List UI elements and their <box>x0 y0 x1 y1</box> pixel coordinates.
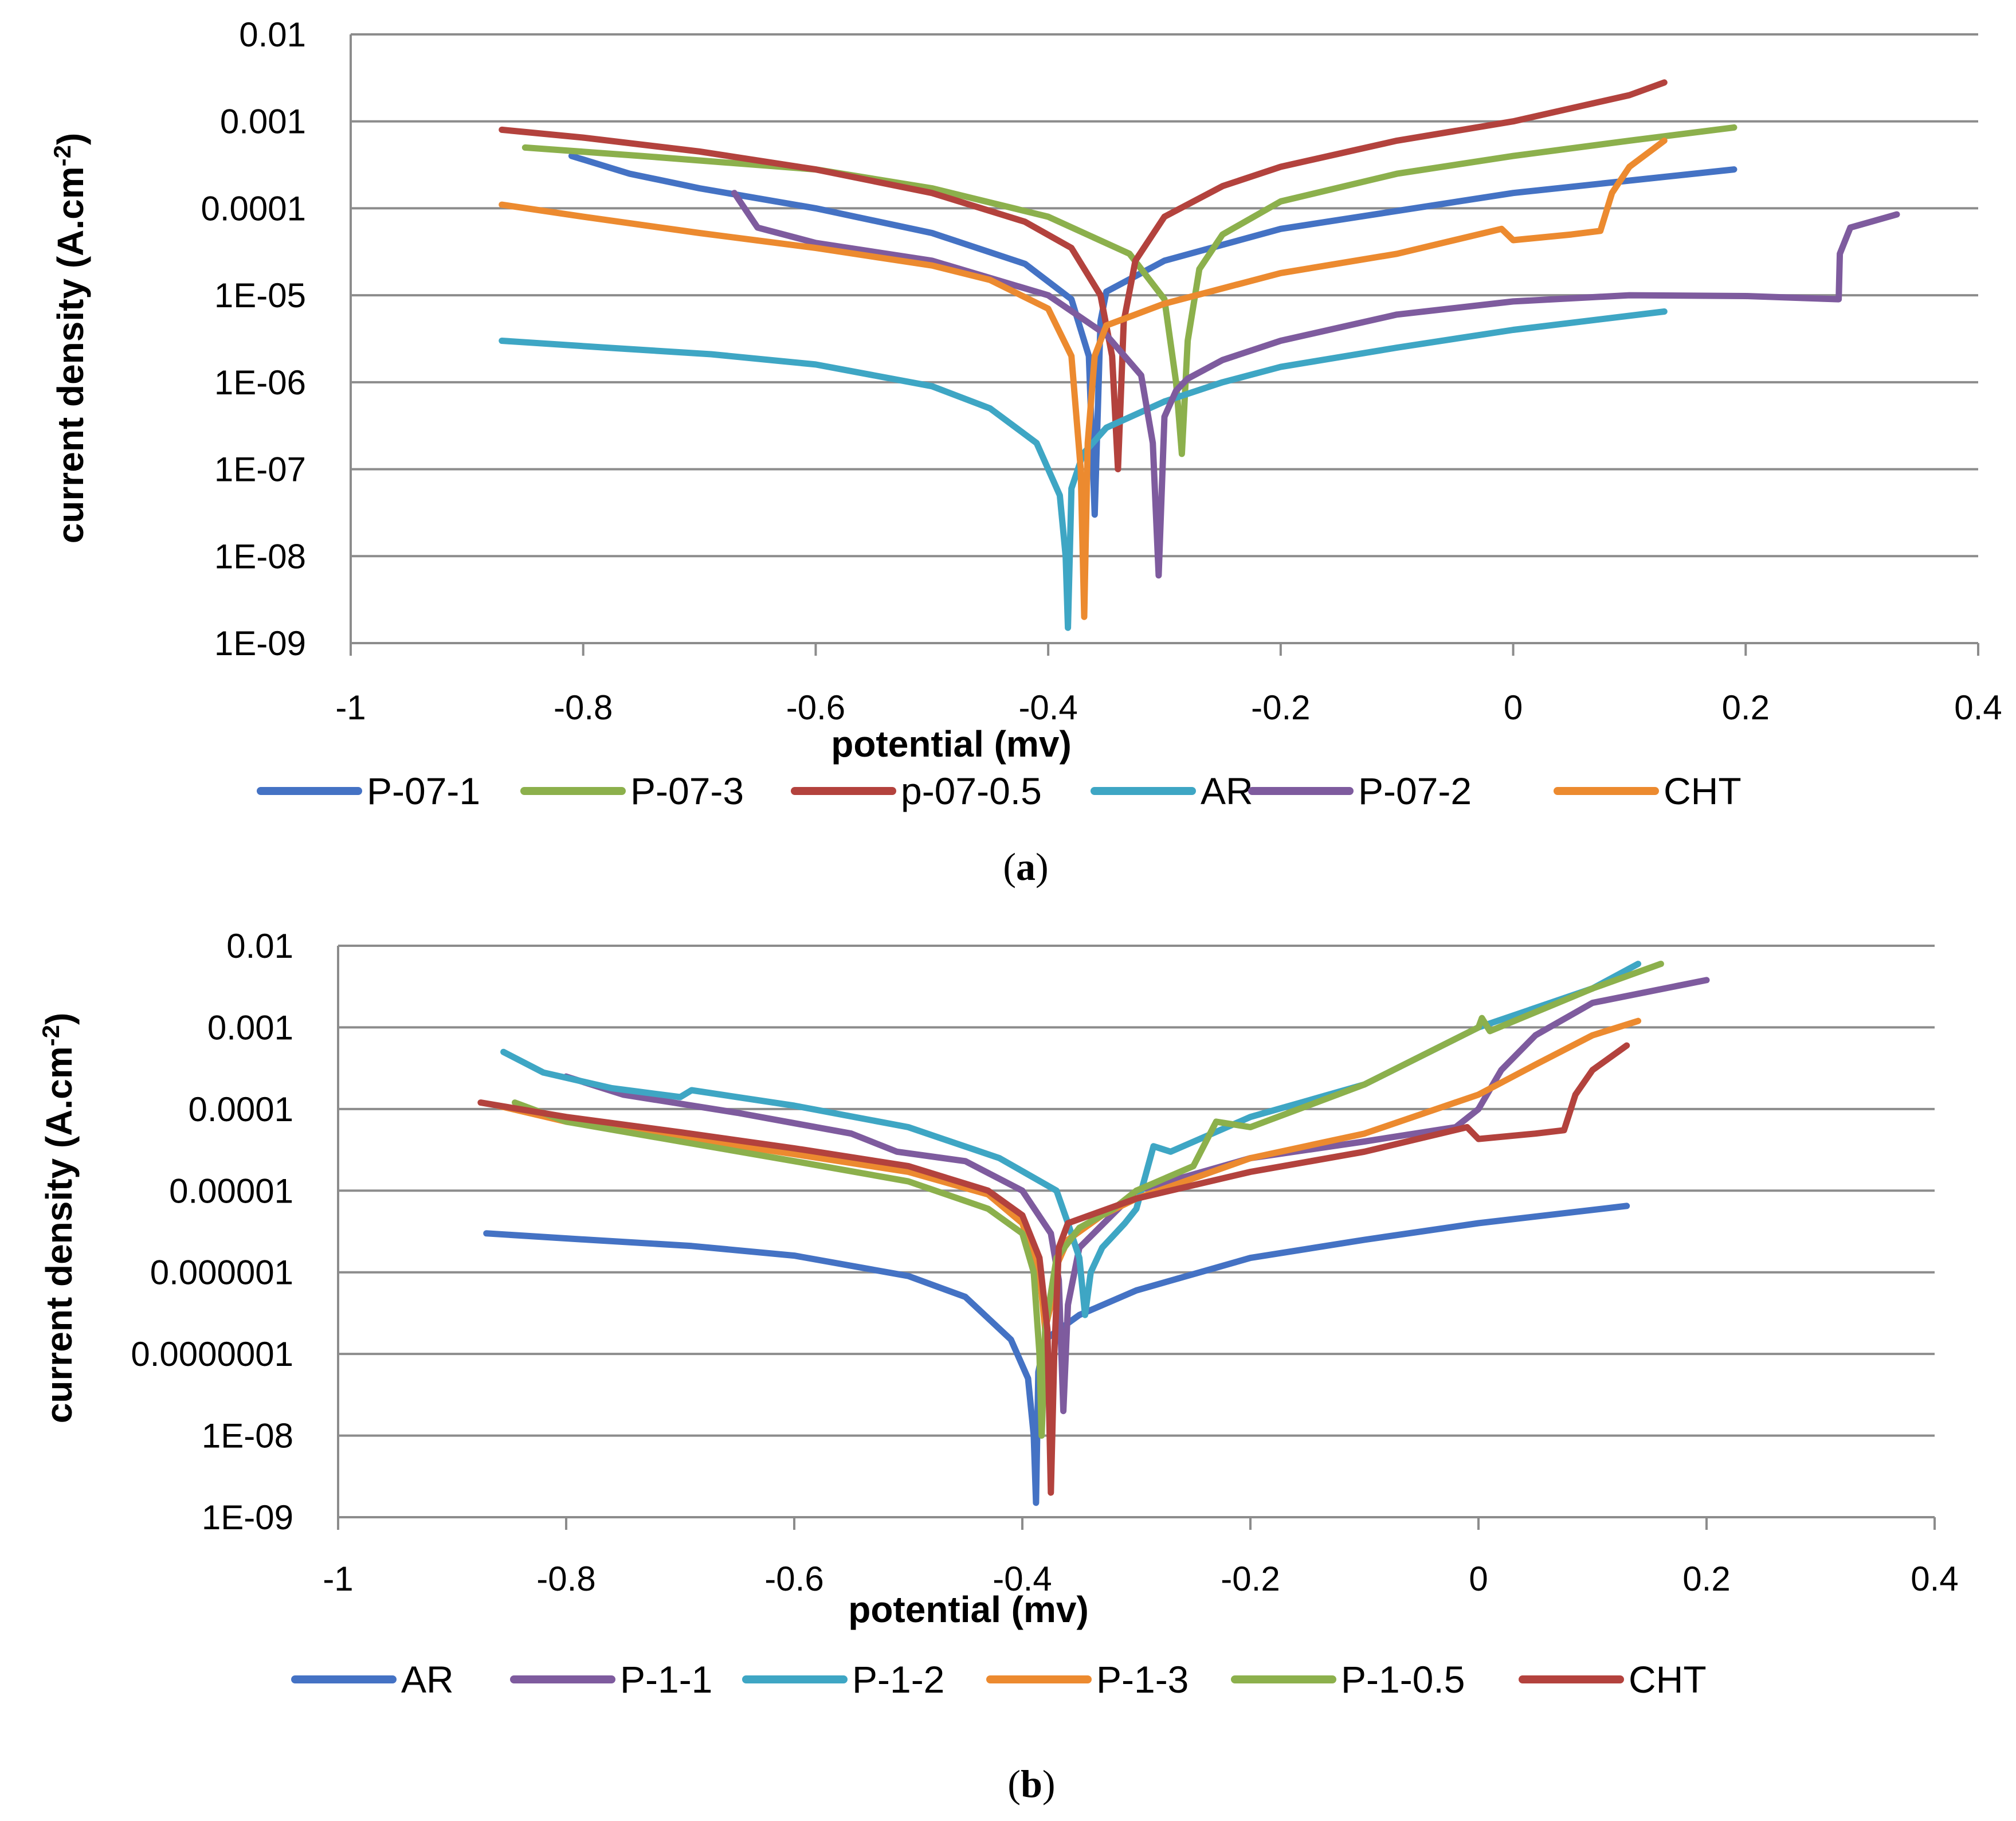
x-tick-label: 0.4 <box>1911 1560 1958 1598</box>
x-tick-label: 0.2 <box>1722 688 1770 727</box>
legend-item-p-1-0.5: P-1-0.5 <box>1231 1658 1465 1701</box>
series-line-p-07-0.5 <box>499 79 1668 473</box>
y-tick-label: 0.01 <box>239 15 306 54</box>
x-tick-label: -0.6 <box>764 1560 823 1598</box>
series-line-cht <box>499 137 1668 620</box>
y-tick-label: 0.0001 <box>188 1090 293 1129</box>
legend-label: P-1-2 <box>852 1658 944 1701</box>
legend-label: P-1-1 <box>620 1658 712 1701</box>
chart-b-x-tick-labels: -1 -0.8 -0.6 -0.4 -0.2 0 0.2 0.4 <box>323 1560 1958 1598</box>
x-tick-label: 0 <box>1469 1560 1488 1598</box>
legend-item-ar: AR <box>291 1658 454 1701</box>
chart-a-legend: P-07-1 P-07-3 p-07-0.5 AR P-07-2 CHT <box>257 770 1742 812</box>
chart-b-legend: AR P-1-1 P-1-2 P-1-3 P-1-0.5 CHT <box>291 1658 1707 1701</box>
y-tick-label: 0.01 <box>226 927 293 965</box>
chart-a-y-tick-labels: 0.01 0.001 0.0001 1E-05 1E-06 1E-07 1E-08 1E-09 <box>201 15 306 663</box>
legend-label: P-07-2 <box>1358 770 1472 812</box>
legend-label: AR <box>401 1658 454 1701</box>
chart-b: 0.01 0.001 0.0001 0.00001 0.000001 0.0000001 1… <box>37 927 1959 1806</box>
legend-item-cht: CHT <box>1519 1658 1707 1701</box>
series-line-ar <box>499 308 1668 631</box>
y-tick-label: 1E-05 <box>214 276 306 315</box>
legend-label: P-07-1 <box>367 770 480 812</box>
y-tick-label: 0.0000001 <box>131 1335 293 1373</box>
x-tick-label: -0.2 <box>1251 688 1310 727</box>
y-tick-label: 1E-09 <box>214 624 306 663</box>
chart-a-series <box>499 79 1900 631</box>
y-tick-label: 1E-08 <box>214 537 306 575</box>
y-tick-label: 1E-08 <box>202 1417 293 1455</box>
x-tick-label: -0.8 <box>536 1560 595 1598</box>
y-tick-label: 1E-07 <box>214 451 306 489</box>
chart-a: 0.01 0.001 0.0001 1E-05 1E-06 1E-07 1E-08 1E-09… <box>49 15 2002 888</box>
y-tick-label: 0.000001 <box>150 1254 293 1292</box>
chart-b-series <box>477 961 1710 1506</box>
series-line-cht <box>477 1042 1630 1496</box>
chart-a-x-axis-title: potential (mv) <box>831 723 1072 765</box>
legend-item-p-07-1: P-07-1 <box>257 770 480 812</box>
y-tick-label: 0.00001 <box>169 1172 293 1210</box>
legend-item-p-1-1: P-1-1 <box>510 1658 712 1701</box>
x-tick-label: -1 <box>335 688 366 727</box>
x-tick-label: -0.2 <box>1221 1560 1280 1598</box>
y-tick-label: 1E-09 <box>202 1498 293 1537</box>
series-line-p-1-1 <box>563 977 1710 1415</box>
series-line-p-1-0.5 <box>512 961 1664 1439</box>
legend-item-p-1-2: P-1-2 <box>742 1658 944 1701</box>
legend-item-p-07-2: P-07-2 <box>1248 770 1472 812</box>
x-tick-label: 0.4 <box>1954 688 2002 727</box>
series-line-p-1-3 <box>495 1017 1642 1333</box>
legend-label: P-1-3 <box>1096 1658 1189 1701</box>
x-tick-label: -0.4 <box>1018 688 1077 727</box>
x-tick-label: -0.6 <box>786 688 845 727</box>
chart-b-gridlines <box>338 945 1935 1518</box>
legend-label: P-1-0.5 <box>1341 1658 1465 1701</box>
chart-b-axes <box>337 946 1936 1530</box>
series-line-ar <box>483 1203 1630 1506</box>
chart-a-x-tick-labels: -1 -0.8 -0.6 -0.4 -0.2 0 0.2 0.4 <box>335 688 2002 727</box>
chart-b-caption: (b) <box>1007 1762 1055 1806</box>
legend-item-ar: AR <box>1091 770 1253 812</box>
legend-label: AR <box>1201 770 1253 812</box>
y-tick-label: 0.001 <box>207 1008 293 1047</box>
chart-a-axes <box>350 34 1979 656</box>
chart-a-y-axis-title: current density (A.cm-2) <box>49 133 91 544</box>
legend-label: p-07-0.5 <box>901 770 1042 812</box>
y-tick-label: 0.0001 <box>201 189 306 228</box>
legend-label: P-07-3 <box>630 770 744 812</box>
legend-item-p-1-3: P-1-3 <box>986 1658 1189 1701</box>
x-tick-label: 0.2 <box>1682 1560 1730 1598</box>
legend-item-p-07-3: P-07-3 <box>520 770 744 812</box>
legend-label: CHT <box>1664 770 1742 812</box>
chart-b-y-axis-title: current density (A.cm-2) <box>37 1013 80 1424</box>
y-tick-label: 1E-06 <box>214 363 306 402</box>
chart-a-caption: (a) <box>1003 845 1048 888</box>
series-line-p-1-2 <box>500 961 1642 1318</box>
x-tick-label: -1 <box>323 1560 353 1598</box>
x-tick-label: -0.4 <box>993 1560 1052 1598</box>
legend-label: CHT <box>1629 1658 1707 1701</box>
legend-item-cht: CHT <box>1554 770 1742 812</box>
x-tick-label: -0.8 <box>554 688 613 727</box>
chart-b-y-tick-labels: 0.01 0.001 0.0001 0.00001 0.000001 0.0000001 1… <box>131 927 293 1537</box>
legend-item-p-07-0.5: p-07-0.5 <box>791 770 1042 812</box>
x-tick-label: 0 <box>1504 688 1523 727</box>
y-tick-label: 0.001 <box>220 103 306 141</box>
chart-b-x-axis-title: potential (mv) <box>848 1589 1089 1630</box>
